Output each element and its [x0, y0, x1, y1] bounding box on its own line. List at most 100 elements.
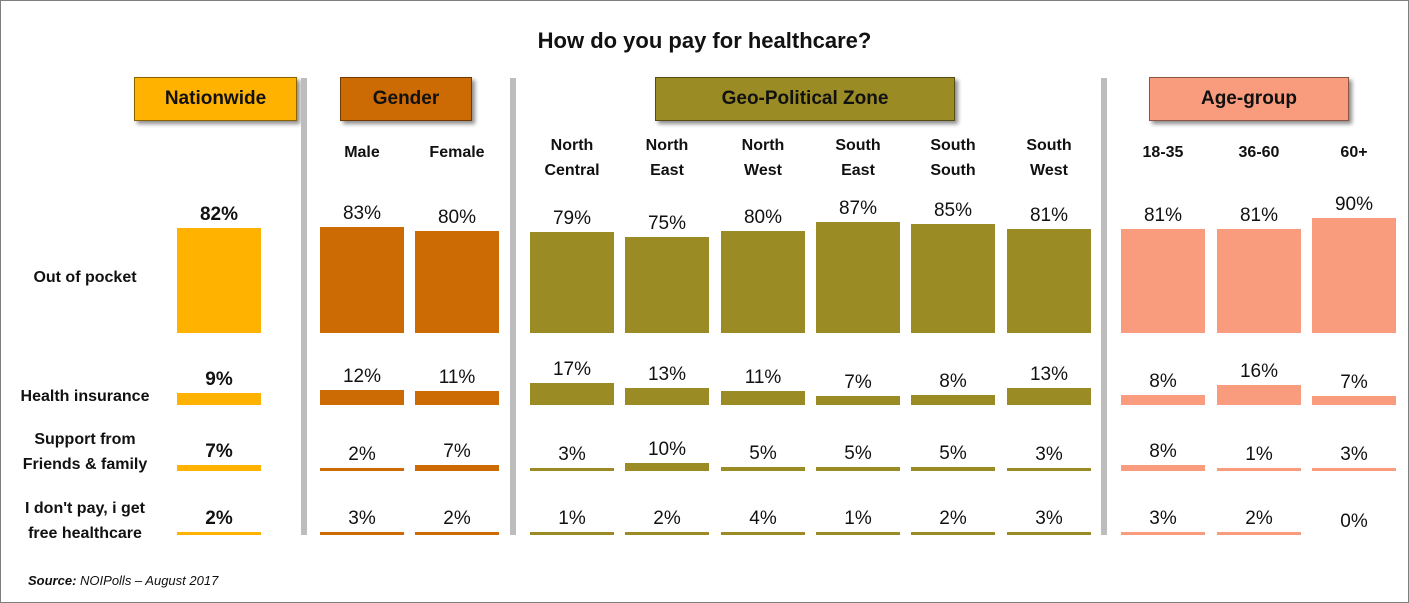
value-label-r4-c4: 1% — [558, 508, 586, 529]
value-label-r3-c9: 3% — [1035, 444, 1063, 465]
value-label-r4-c2: 3% — [348, 508, 376, 529]
column-header-36-60: 36-60 — [1238, 144, 1280, 161]
value-label-r4-c9: 3% — [1035, 508, 1063, 529]
value-label-r1-c12: 90% — [1334, 193, 1374, 215]
bar-r3-c1 — [177, 465, 261, 471]
bar-r2-c5 — [625, 388, 709, 405]
bar-r2-c7 — [816, 396, 900, 405]
bar-r2-c6 — [721, 390, 805, 405]
value-label-r1-c9: 81% — [1029, 205, 1069, 227]
bar-r4-c5 — [625, 532, 709, 535]
value-label-r3-c6: 5% — [749, 443, 777, 464]
bar-r4-c4 — [530, 532, 614, 535]
value-label-r3-c5: 10% — [647, 439, 687, 460]
bar-r2-c10 — [1121, 394, 1205, 405]
bar-r2-c9 — [1007, 388, 1091, 405]
row-label-3: Support from Friends & family — [22, 431, 148, 473]
value-label-r1-c4: 79% — [552, 207, 592, 229]
group-header-gender: Gender — [340, 77, 472, 121]
value-label-r1-c10: 81% — [1143, 205, 1183, 227]
value-label-r1-c3: 80% — [437, 206, 477, 228]
bar-r4-c7 — [816, 532, 900, 535]
bar-r2-c11 — [1217, 384, 1301, 405]
bar-r4-c3 — [415, 532, 499, 535]
column-header-male: Male — [344, 144, 380, 161]
value-label-r4-c7: 1% — [844, 508, 872, 529]
bar-r3-c3 — [415, 465, 499, 471]
bar-r2-c12 — [1312, 396, 1396, 405]
group-header-age-group: Age-group — [1149, 77, 1349, 121]
column-header-south-east: South East — [835, 137, 881, 179]
bar-r3-c2 — [320, 468, 404, 471]
bar-r3-c5 — [625, 463, 709, 471]
bar-r4-c6 — [721, 531, 805, 535]
value-label-r1-c8: 85% — [933, 200, 973, 222]
bar-r2-c1 — [177, 393, 261, 405]
bar-r4-c8 — [911, 532, 995, 535]
value-label-r2-c2: 12% — [342, 365, 382, 387]
value-label-r2-c1: 9% — [205, 369, 233, 391]
bar-r2-c3 — [415, 390, 499, 405]
chart-title: How do you pay for healthcare? — [537, 28, 872, 53]
value-label-r4-c11: 2% — [1245, 508, 1273, 529]
bar-r1-c12 — [1312, 217, 1396, 333]
value-label-r1-c5: 75% — [647, 213, 687, 234]
value-label-r2-c3: 11% — [438, 366, 476, 388]
bar-r1-c8 — [911, 224, 995, 333]
bar-r1-c1 — [177, 228, 261, 333]
value-label-r2-c12: 7% — [1340, 372, 1368, 394]
value-label-r4-c3: 2% — [443, 508, 471, 529]
value-label-r1-c6: 80% — [743, 206, 783, 228]
column-header-south-west: South West — [1026, 137, 1072, 179]
source-note: Source: NOIPolls – August 2017 — [28, 573, 218, 588]
row-label-1: Out of pocket — [33, 269, 137, 286]
value-label-r3-c3: 7% — [443, 441, 471, 463]
bar-r1-c9 — [1007, 229, 1091, 333]
value-label-r2-c4: 17% — [552, 359, 592, 381]
bar-r3-c12 — [1312, 468, 1396, 471]
value-label-r4-c5: 2% — [653, 508, 681, 529]
bar-r4-c10 — [1121, 532, 1205, 535]
bar-r4-c11 — [1217, 532, 1301, 535]
value-label-r3-c11: 1% — [1245, 444, 1273, 465]
bar-r2-c2 — [320, 389, 404, 405]
bar-r2-c8 — [911, 394, 995, 405]
value-label-r2-c9: 13% — [1029, 364, 1069, 386]
group-divider-1 — [301, 78, 307, 535]
value-label-r1-c7: 87% — [838, 197, 878, 219]
value-label-r4-c8: 2% — [939, 508, 967, 529]
bar-r1-c2 — [320, 226, 404, 333]
group-divider-3 — [1101, 78, 1107, 535]
value-label-r3-c8: 5% — [939, 443, 967, 464]
value-label-r4-c10: 3% — [1149, 508, 1177, 529]
value-label-r2-c11: 16% — [1239, 360, 1279, 382]
bar-r1-c4 — [530, 231, 614, 333]
value-label-r3-c4: 3% — [558, 444, 586, 465]
value-label-r3-c1: 7% — [205, 441, 233, 463]
value-label-r2-c10: 8% — [1149, 370, 1177, 392]
bar-r4-c2 — [320, 532, 404, 535]
value-label-r2-c5: 13% — [647, 364, 687, 386]
value-label-r2-c8: 8% — [939, 370, 967, 392]
column-header-north-east: North East — [645, 137, 689, 179]
column-header-60-: 60+ — [1340, 144, 1368, 161]
column-header-female: Female — [429, 144, 485, 161]
value-label-r3-c7: 5% — [844, 443, 872, 464]
bar-r3-c11 — [1217, 468, 1301, 471]
value-label-r1-c2: 83% — [342, 202, 382, 224]
value-label-r4-c6: 4% — [749, 507, 777, 529]
value-label-r3-c12: 3% — [1340, 444, 1368, 465]
bar-r1-c6 — [721, 230, 805, 333]
group-divider-2 — [510, 78, 516, 535]
bar-r3-c4 — [530, 468, 614, 471]
bar-r3-c8 — [911, 467, 995, 471]
bar-r1-c7 — [816, 221, 900, 333]
bar-r4-c9 — [1007, 532, 1091, 535]
column-header-north-west: North West — [741, 137, 785, 179]
bar-r3-c10 — [1121, 464, 1205, 471]
value-label-r2-c7: 7% — [844, 372, 872, 394]
bar-r1-c11 — [1217, 229, 1301, 333]
bar-r3-c6 — [721, 467, 805, 471]
value-label-r4-c1: 2% — [205, 508, 233, 529]
bar-r4-c1 — [177, 532, 261, 535]
